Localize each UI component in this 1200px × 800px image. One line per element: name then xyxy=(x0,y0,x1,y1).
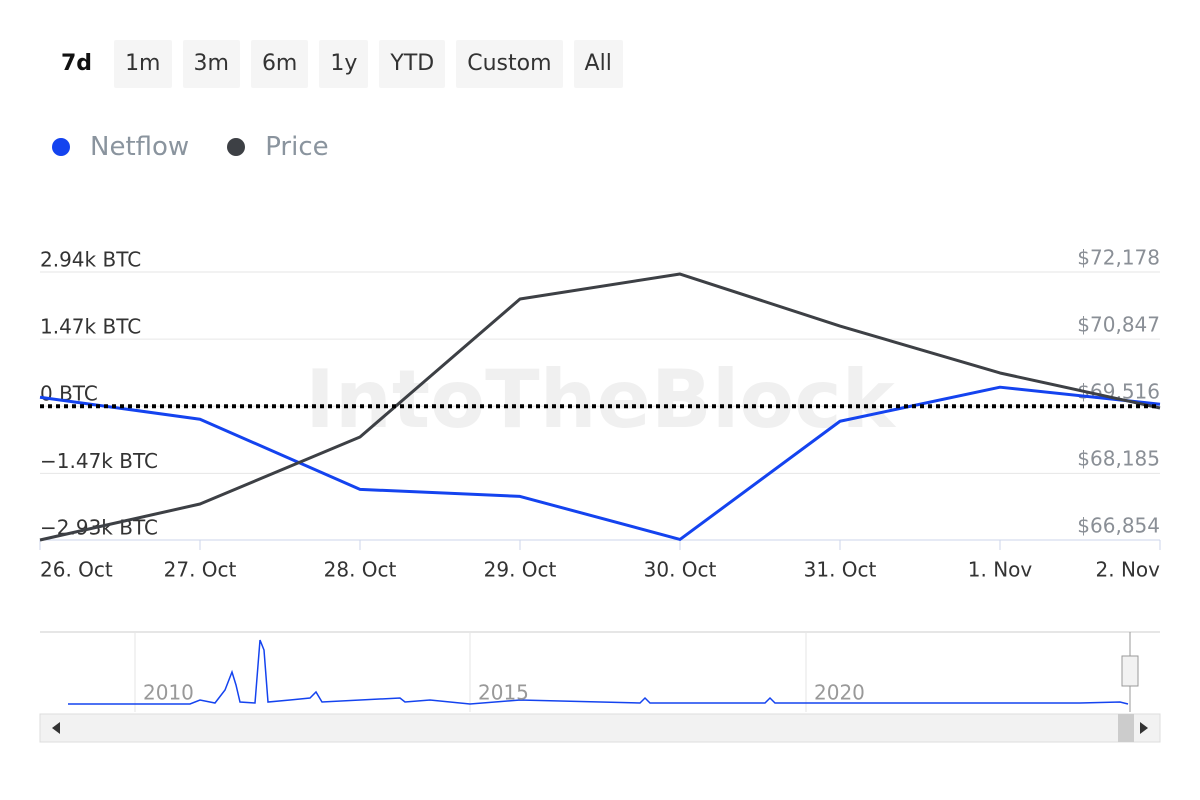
y-tick-label: 2.94k BTC xyxy=(40,248,141,272)
x-tick-label: 1. Nov xyxy=(968,558,1033,582)
scrollbar-track[interactable] xyxy=(39,713,1161,743)
x-tick-label: 2. Nov xyxy=(1096,558,1161,582)
legend-item[interactable]: Price xyxy=(227,132,329,162)
navigator-label: 2010 xyxy=(143,681,194,705)
legend-item[interactable]: Netflow xyxy=(52,132,189,162)
x-tick-label: 31. Oct xyxy=(804,558,877,582)
y2-tick-label: $68,185 xyxy=(1077,447,1160,471)
range-button[interactable]: 1m xyxy=(114,40,172,88)
series-line xyxy=(39,385,1161,541)
navigator-label: 2015 xyxy=(478,681,529,705)
scroll-right[interactable] xyxy=(1140,722,1148,734)
legend-label: Netflow xyxy=(90,132,190,162)
navigator-handle[interactable] xyxy=(1121,655,1139,687)
range-selector: 7d 1m 3m 6m 1y YTD Custom All xyxy=(50,40,623,88)
range-button[interactable]: YTD xyxy=(379,40,446,88)
range-button[interactable]: Custom xyxy=(456,40,563,88)
range-button[interactable]: 3m xyxy=(182,40,240,88)
legend-marker xyxy=(52,138,70,156)
scroll-left[interactable] xyxy=(52,722,60,734)
y-tick-label: 1.47k BTC xyxy=(40,315,141,339)
range-button[interactable]: 1y xyxy=(319,40,369,88)
range-button[interactable]: 7d xyxy=(61,51,93,76)
y2-tick-label: $72,178 xyxy=(1077,246,1160,270)
legend-label: Price xyxy=(265,132,329,162)
range-button[interactable]: All xyxy=(573,40,623,88)
x-tick-label: 28. Oct xyxy=(324,558,397,582)
legend: Netflow Price xyxy=(52,132,329,162)
navigator-line xyxy=(68,639,1129,705)
legend-marker xyxy=(227,138,246,156)
range-button[interactable]: 6m xyxy=(250,40,309,88)
watermark: IntoTheBlock xyxy=(305,353,896,446)
y2-tick-label: $66,854 xyxy=(1077,514,1160,538)
scrollbar-thumb[interactable] xyxy=(1118,714,1134,742)
y2-tick-label: $70,847 xyxy=(1077,313,1160,337)
x-tick-label: 30. Oct xyxy=(644,558,717,582)
x-tick-label: 26. Oct xyxy=(40,558,113,582)
navigator-label: 2020 xyxy=(814,681,865,705)
series-line xyxy=(39,272,1161,542)
x-tick-label: 29. Oct xyxy=(484,558,557,582)
y-tick-label: −1.47k BTC xyxy=(40,449,158,473)
x-tick-label: 27. Oct xyxy=(164,558,237,582)
